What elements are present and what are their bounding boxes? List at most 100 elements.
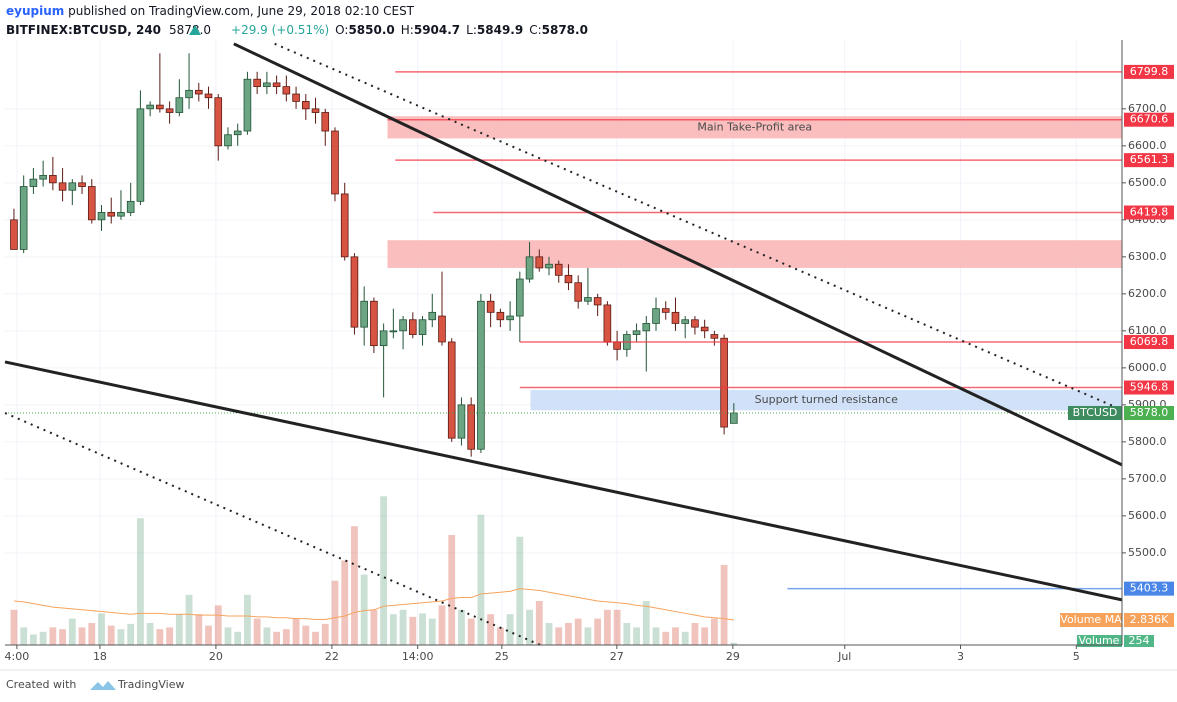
volume-ma-name-tag bbox=[1060, 613, 1122, 627]
zone bbox=[387, 240, 1122, 268]
volume-bar bbox=[39, 631, 47, 645]
published: published on TradingView.com, June 29, 2… bbox=[68, 4, 415, 18]
tv-logo bbox=[90, 681, 116, 690]
candle-body bbox=[720, 337, 728, 428]
volume-bar bbox=[545, 623, 553, 645]
candle-body bbox=[603, 304, 612, 343]
candle-body bbox=[428, 311, 437, 321]
x-tick-label: 3 bbox=[957, 650, 964, 663]
symbol: BITFINEX:BTCUSD, 240 bbox=[6, 23, 161, 37]
last-price-tag bbox=[1124, 405, 1174, 420]
volume-bar bbox=[672, 627, 679, 645]
volume-tag bbox=[1124, 635, 1154, 647]
level-tag-label: 6561.3 bbox=[1130, 153, 1169, 166]
zone bbox=[387, 116, 1122, 139]
candle-body bbox=[214, 97, 223, 147]
volume-bar bbox=[467, 618, 475, 645]
candle-body bbox=[730, 412, 738, 424]
y-tick-label: 6300.0 bbox=[1128, 250, 1167, 263]
volume-bar bbox=[214, 605, 222, 645]
candle-body bbox=[58, 182, 67, 191]
candle-body bbox=[321, 112, 330, 132]
volume-bar bbox=[506, 614, 514, 645]
volume-bar bbox=[555, 627, 563, 645]
y-tick-label: 5500.0 bbox=[1128, 546, 1167, 559]
ohlc: O:5850.0 H:5904.7 L:5849.9 C:5878.0 bbox=[335, 23, 588, 37]
volume-bar bbox=[720, 564, 728, 645]
volume-bar bbox=[49, 627, 57, 645]
candle-body bbox=[117, 212, 125, 217]
volume-name-tag bbox=[1077, 635, 1122, 647]
candle-body bbox=[311, 108, 320, 113]
candle-body bbox=[272, 82, 281, 88]
candle-body bbox=[49, 175, 57, 184]
volume-bar bbox=[205, 625, 212, 645]
ohlc-value: 5878.0 bbox=[542, 23, 588, 37]
volume-ma-tag bbox=[1124, 613, 1174, 627]
candle-body bbox=[379, 330, 388, 347]
volume-bar bbox=[477, 514, 485, 645]
candle-body bbox=[535, 256, 544, 269]
level-tag bbox=[1124, 335, 1174, 350]
volume-bar bbox=[516, 536, 524, 645]
x-tick-label: 18 bbox=[93, 650, 107, 663]
candle-body bbox=[671, 311, 680, 324]
volume-bar bbox=[399, 609, 407, 645]
header-line-2: BITFINEX:BTCUSD, 240 5878.0 +29.9 (+0.51%)… bbox=[6, 23, 588, 37]
volume-bar bbox=[574, 618, 582, 645]
candle-body bbox=[136, 108, 145, 202]
candle-body bbox=[126, 200, 135, 213]
candle-body bbox=[19, 186, 28, 250]
candle-body bbox=[175, 97, 184, 113]
volume-bar bbox=[20, 627, 28, 645]
volume-bar bbox=[107, 625, 115, 645]
volume-bar bbox=[98, 613, 105, 645]
volume-ma-value: 2.836K bbox=[1130, 613, 1169, 626]
x-tick-label: 27 bbox=[610, 650, 624, 663]
y-tick-label: 6100.0 bbox=[1128, 324, 1167, 337]
footer-brand[interactable]: TradingView bbox=[117, 678, 184, 691]
candle-body bbox=[78, 182, 86, 187]
volume-bar bbox=[642, 601, 650, 645]
volume-bar bbox=[137, 518, 144, 645]
level-tag bbox=[1124, 205, 1174, 220]
candle-body bbox=[253, 78, 261, 88]
candle-body bbox=[574, 282, 582, 302]
candle-body bbox=[224, 134, 232, 147]
candle-body bbox=[360, 300, 368, 328]
candle-body bbox=[97, 212, 106, 221]
candle-body bbox=[331, 130, 339, 195]
volume-bar bbox=[59, 629, 66, 645]
volume-bar bbox=[448, 535, 456, 645]
volume-bar bbox=[312, 631, 319, 645]
symbol-tag-label: BTCUSD bbox=[1073, 406, 1118, 419]
candle-body bbox=[661, 308, 670, 313]
level-tag-label: 6069.8 bbox=[1130, 335, 1169, 348]
candle-body bbox=[681, 319, 690, 324]
volume-bar bbox=[68, 618, 76, 645]
volume-bar bbox=[662, 631, 670, 645]
candle-body bbox=[107, 212, 116, 217]
trendline bbox=[4, 360, 1123, 602]
candle-body bbox=[370, 300, 378, 347]
candle-body bbox=[165, 108, 174, 113]
volume-bar bbox=[526, 609, 533, 645]
volume-bar bbox=[633, 627, 640, 645]
volume-ma-line bbox=[13, 588, 734, 621]
candle-body bbox=[486, 300, 495, 313]
candle-body bbox=[584, 297, 592, 302]
volume-bar bbox=[253, 618, 261, 645]
candle-body bbox=[554, 263, 563, 276]
volume-bar bbox=[292, 618, 300, 645]
volume-bar bbox=[224, 627, 232, 645]
plot: 5500.05600.05700.05800.05900.06000.06100… bbox=[5, 40, 1174, 663]
volume-bar bbox=[282, 629, 290, 645]
candle-body bbox=[399, 319, 407, 332]
y-tick-label: 6600.0 bbox=[1128, 139, 1167, 152]
level-tag bbox=[1124, 112, 1174, 127]
author[interactable]: eyupium bbox=[6, 4, 64, 18]
candle-body bbox=[389, 330, 398, 333]
candle-body bbox=[457, 404, 466, 439]
candle-body bbox=[68, 182, 77, 191]
level-tag-label: 6419.8 bbox=[1130, 206, 1169, 219]
